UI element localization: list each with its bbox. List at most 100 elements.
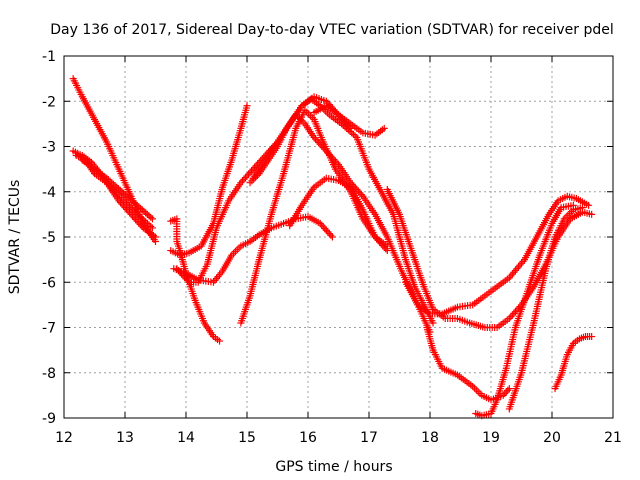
data-point — [246, 169, 254, 177]
y-axis-title: SDTVAR / TECUs — [7, 180, 23, 295]
y-tick-label: -7 — [42, 321, 56, 337]
data-point — [109, 180, 117, 188]
data-point — [111, 182, 119, 190]
x-tick-label: 17 — [360, 430, 378, 446]
data-point — [126, 202, 134, 210]
data-point — [240, 175, 248, 183]
x-tick-labels: 12 13 14 15 16 17 18 19 20 21 — [55, 430, 622, 446]
data-point — [237, 179, 245, 187]
data-point — [148, 224, 156, 232]
data-point — [251, 163, 259, 171]
data-point — [130, 214, 138, 222]
data-point — [137, 204, 145, 212]
data-point — [135, 219, 143, 227]
data-point — [349, 130, 357, 138]
data-point — [585, 201, 593, 209]
data-point — [138, 206, 146, 214]
data-point — [116, 186, 124, 194]
data-point — [124, 207, 132, 215]
data-point — [316, 140, 324, 148]
data-point — [173, 265, 181, 273]
data-point — [116, 198, 124, 206]
x-tick-label: 16 — [299, 430, 317, 446]
data-point — [145, 221, 153, 229]
x-axis-title: GPS time / hours — [275, 459, 392, 475]
data-point — [147, 222, 155, 230]
plot-border — [63, 55, 614, 419]
data-point — [216, 337, 224, 345]
data-point — [338, 120, 346, 128]
data-point — [357, 191, 365, 199]
data-point — [328, 233, 336, 241]
data-point — [119, 202, 127, 210]
data-point — [182, 275, 190, 283]
data-point — [322, 147, 330, 155]
data-point — [184, 277, 192, 285]
data-point — [113, 183, 121, 191]
series-s19 — [551, 333, 596, 393]
data-point — [507, 313, 515, 321]
x-tick-label: 20 — [543, 430, 561, 446]
data-point — [241, 174, 249, 182]
y-tick-label: -5 — [42, 230, 56, 246]
x-tick-label: 19 — [482, 430, 500, 446]
data-point — [319, 144, 327, 152]
data-point — [118, 188, 126, 196]
data-point — [324, 228, 332, 236]
data-point — [174, 266, 182, 274]
data-point — [177, 270, 185, 278]
data-point — [351, 132, 359, 140]
data-point — [129, 205, 137, 213]
data-point — [152, 233, 159, 241]
data-point — [133, 201, 141, 209]
data-point — [123, 205, 131, 213]
data-point — [318, 142, 326, 150]
data-point — [121, 197, 129, 205]
series-s7 — [170, 213, 336, 286]
data-point — [123, 198, 131, 206]
y-tick-label: -3 — [42, 140, 56, 156]
data-point — [319, 223, 327, 231]
data-point — [324, 149, 332, 157]
data-point — [313, 137, 321, 145]
data-point — [510, 309, 518, 317]
data-point — [504, 386, 512, 394]
data-point — [176, 268, 184, 276]
data-point — [327, 152, 335, 160]
data-point — [243, 102, 251, 110]
data-point — [133, 210, 141, 218]
series-s17 — [472, 201, 577, 420]
series-s13 — [310, 102, 388, 139]
data-point — [138, 222, 146, 230]
data-point — [328, 154, 336, 162]
y-tick-label: -1 — [42, 49, 56, 65]
data-point — [383, 242, 391, 250]
data-point — [180, 273, 188, 281]
data-point — [135, 212, 143, 220]
data-point — [142, 218, 150, 226]
data-point — [129, 212, 137, 220]
data-point — [325, 230, 333, 238]
series-s6 — [167, 102, 251, 259]
data-point — [143, 210, 151, 218]
data-point — [238, 177, 246, 185]
data-point — [249, 165, 257, 173]
data-point — [130, 198, 138, 206]
data-point — [325, 150, 333, 158]
data-point — [346, 127, 354, 135]
x-tick-label: 18 — [421, 430, 439, 446]
y-tick-label: -2 — [42, 94, 56, 110]
data-point — [135, 203, 143, 211]
series-s18 — [505, 204, 586, 413]
data-point — [138, 215, 146, 223]
data-point — [310, 133, 318, 141]
series-s16 — [423, 324, 513, 404]
x-tick-label: 15 — [238, 430, 256, 446]
data-point — [331, 157, 339, 165]
data-point — [243, 172, 251, 180]
data-point — [145, 212, 153, 220]
data-point — [245, 170, 253, 178]
data-point — [339, 121, 347, 129]
data-point — [344, 126, 352, 134]
data-point — [126, 195, 134, 203]
